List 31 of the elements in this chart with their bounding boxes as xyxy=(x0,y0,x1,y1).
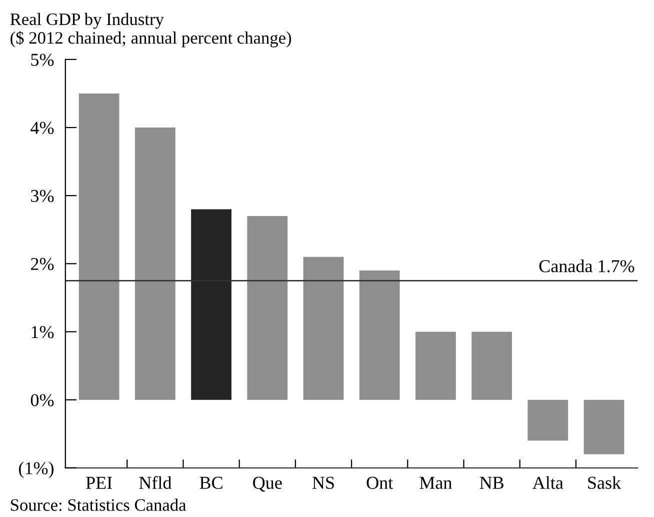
x-tick-label: Man xyxy=(420,476,452,489)
x-tick-label: PEI xyxy=(86,476,112,489)
bar xyxy=(78,93,120,400)
bar xyxy=(415,332,456,400)
bar xyxy=(472,332,512,400)
bar xyxy=(359,270,400,400)
y-tick-label: (1%) xyxy=(18,462,54,478)
ref-line-label: Canada 1.7% xyxy=(539,260,634,272)
y-tick-label: 4% xyxy=(30,122,54,134)
x-tick-label: Nfld xyxy=(139,476,172,489)
y-tick-label: 2% xyxy=(31,258,54,270)
bar xyxy=(191,209,232,400)
x-tick-label: Alta xyxy=(532,476,564,489)
bar xyxy=(247,216,288,400)
chart-title: Real GDP by Industry xyxy=(10,12,164,29)
y-tick-label: 0% xyxy=(30,394,54,406)
y-tick-label: 5% xyxy=(31,54,54,66)
x-tick-label: NB xyxy=(480,476,504,489)
x-tick-label: NS xyxy=(312,476,334,489)
bar xyxy=(584,400,624,454)
y-tick-label: 1% xyxy=(32,326,54,338)
bar xyxy=(303,256,344,400)
chart-subtitle: ($ 2012 chained; annual percent change) xyxy=(10,31,292,48)
bar xyxy=(134,128,176,400)
x-tick-label: Sask xyxy=(588,476,622,489)
source-note: Source: Statistics Canada xyxy=(10,498,186,511)
x-tick-label: Que xyxy=(253,476,282,492)
bar xyxy=(528,400,568,441)
y-tick-label: 3% xyxy=(31,190,54,202)
x-tick-label: BC xyxy=(200,476,222,489)
x-tick-label: Ont xyxy=(366,476,394,489)
